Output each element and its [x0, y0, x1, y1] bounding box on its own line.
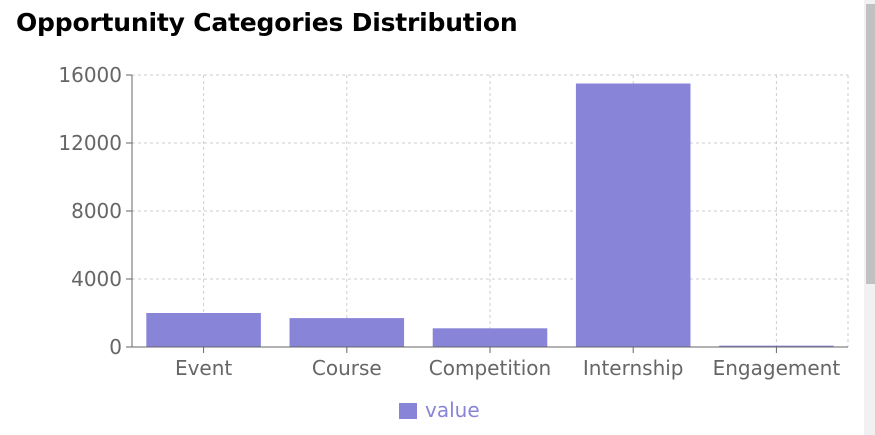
bar-engagement — [719, 345, 834, 347]
y-tick-labels: 0 4000 8000 12000 16000 — [58, 63, 122, 359]
y-tick-label: 0 — [109, 335, 122, 359]
y-tick-label: 12000 — [58, 131, 122, 155]
x-tick-label: Engagement — [713, 356, 841, 380]
bar-internship — [575, 83, 691, 347]
bar-competition — [432, 328, 548, 347]
scrollbar-thumb[interactable] — [866, 4, 875, 284]
grid — [131, 74, 849, 348]
x-tick-label: Course — [312, 356, 382, 380]
bar-event — [146, 313, 261, 347]
legend: value — [399, 398, 480, 422]
y-tick-label: 16000 — [58, 63, 122, 87]
y-tick-label: 4000 — [71, 267, 122, 291]
x-tick-label: Event — [175, 356, 232, 380]
x-tick-labels: Event Course Competition Internship Engageme… — [175, 356, 840, 380]
legend-swatch — [399, 403, 417, 419]
bar-course — [289, 318, 405, 347]
page-title: Opportunity Categories Distribution — [16, 8, 518, 37]
legend-label: value — [425, 398, 480, 422]
y-tick-label: 8000 — [71, 199, 122, 223]
x-tick-label: Internship — [583, 356, 684, 380]
axes — [126, 74, 848, 353]
x-tick-label: Competition — [429, 356, 551, 380]
bars — [146, 83, 834, 347]
